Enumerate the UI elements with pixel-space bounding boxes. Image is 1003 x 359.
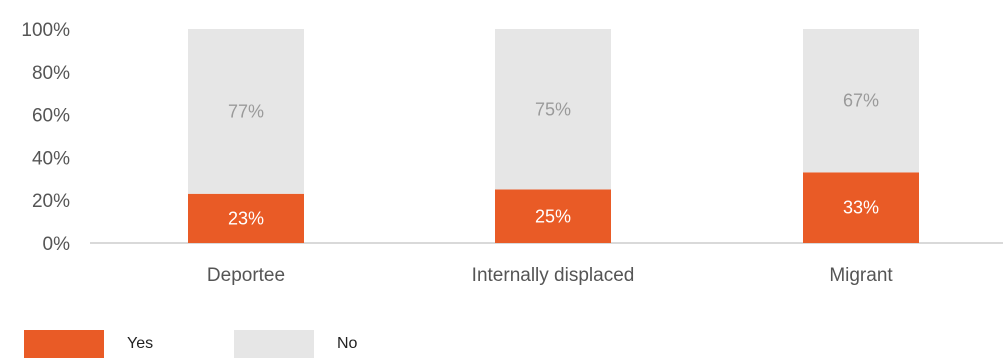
bar-segment-yes: [495, 189, 611, 243]
y-tick-label: 80%: [32, 63, 70, 84]
data-label-no: 77%: [228, 101, 264, 121]
y-axis-ticks: 0% 20% 40% 60% 80% 100%: [21, 20, 70, 255]
y-tick-label: 60%: [32, 106, 70, 127]
bars: 23% 77% 25% 75% 33% 67%: [188, 29, 919, 243]
bar-segment-yes: [803, 172, 919, 243]
legend-swatch-yes: [24, 330, 104, 358]
legend: Yes No: [0, 330, 1003, 358]
legend-label-no: No: [337, 335, 358, 352]
bar-segment-no: [188, 29, 304, 194]
legend-item-no: No: [234, 330, 357, 358]
bar-segment-no: [495, 29, 611, 190]
data-label-no: 67%: [843, 91, 879, 111]
data-label-yes: 25%: [535, 206, 571, 226]
x-category-label: Migrant: [829, 265, 893, 286]
y-tick-label: 20%: [32, 191, 70, 212]
y-tick-label: 0%: [43, 234, 71, 255]
y-tick-label: 40%: [32, 148, 70, 169]
bar-segment-no: [803, 29, 919, 173]
x-category-label: Deportee: [207, 265, 285, 286]
x-category-label: Internally displaced: [472, 265, 635, 286]
y-tick-label: 100%: [21, 20, 70, 41]
stacked-bar-chart: 0% 20% 40% 60% 80% 100% 23% 77% 25% 75% 33% 67% De…: [21, 20, 1003, 286]
data-label-no: 75%: [535, 99, 571, 119]
data-label-yes: 23%: [228, 208, 264, 228]
legend-item-yes: Yes: [24, 330, 153, 358]
x-axis-categories: Deportee Internally displaced Migrant: [207, 265, 893, 286]
bar-segment-yes: [188, 193, 304, 243]
legend-label-yes: Yes: [127, 335, 154, 352]
data-label-yes: 33%: [843, 198, 879, 218]
legend-swatch-no: [234, 330, 314, 358]
